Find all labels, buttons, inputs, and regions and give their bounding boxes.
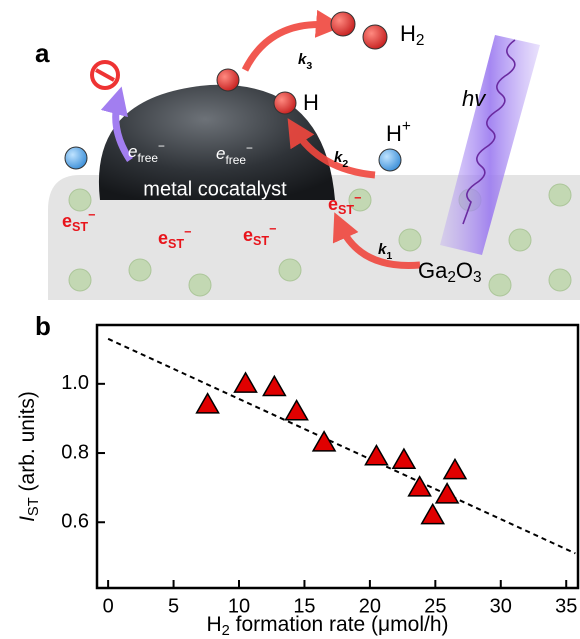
text: formation rate (μmol/h)	[230, 613, 449, 636]
x-tick-label: 5	[168, 595, 179, 617]
text: −	[246, 141, 253, 155]
h2-atom	[363, 25, 387, 49]
text: 1	[386, 250, 392, 262]
text: 2	[222, 623, 230, 639]
x-tick-label: 35	[555, 595, 577, 617]
text: 2	[342, 158, 348, 170]
text: −	[158, 139, 165, 153]
y-tick-label: 0.6	[61, 511, 89, 533]
data-point	[263, 376, 285, 395]
schematic: a metal cocatalyst H hv H2 H+ Ga2O3	[35, 12, 580, 300]
text: free	[225, 153, 246, 167]
panel-label: b	[35, 311, 51, 341]
text: H	[206, 613, 221, 636]
h2-atom	[331, 12, 355, 36]
text: ST	[26, 497, 42, 516]
text: 2	[447, 269, 456, 286]
h-atom	[274, 92, 296, 114]
x-tick-label: 0	[103, 595, 114, 617]
text: Ga	[418, 258, 448, 283]
text: 2	[416, 32, 425, 49]
text: −	[184, 225, 191, 239]
data-point	[286, 401, 308, 420]
data-point	[436, 484, 458, 503]
text: −	[354, 191, 361, 205]
text: e	[243, 225, 253, 245]
plot-frame	[97, 325, 578, 588]
text: 3	[306, 60, 312, 72]
data-point	[197, 394, 219, 413]
text: ST	[168, 237, 184, 251]
photon-label: hv	[462, 86, 487, 111]
x-tick-label: 30	[490, 595, 512, 617]
y-axis-label: IST (arb. units)	[16, 391, 42, 522]
text: e	[328, 194, 338, 214]
text: 3	[473, 269, 482, 286]
y-tick-label: 0.8	[61, 441, 89, 463]
data-point	[365, 446, 387, 465]
text: free	[137, 151, 158, 165]
data-point	[393, 449, 415, 468]
text: ST	[72, 220, 88, 234]
h2-label: H2	[400, 21, 424, 49]
data-point	[422, 504, 444, 523]
text: ST	[338, 203, 354, 217]
proton-ball	[65, 147, 87, 169]
h-label: H	[303, 90, 319, 115]
figure: a metal cocatalyst H hv H2 H+ Ga2O3 b051…	[0, 0, 580, 639]
text: −	[88, 208, 95, 222]
text: H	[386, 121, 402, 146]
text: e	[62, 211, 72, 231]
text: O	[456, 258, 473, 283]
text: H	[400, 21, 416, 46]
text: ST	[253, 234, 269, 248]
y-tick-label: 1.0	[61, 372, 89, 394]
composite-label: k3	[298, 51, 312, 72]
data-point	[444, 459, 466, 478]
x-axis-label: H2 formation rate (μmol/h)	[206, 613, 448, 639]
cocatalyst-label: metal cocatalyst	[143, 178, 287, 200]
no-sign	[92, 62, 118, 88]
data-point	[235, 373, 257, 392]
text: +	[402, 118, 411, 135]
fit-line	[108, 339, 575, 554]
hplus-label: H+	[386, 118, 411, 146]
text: (arb. units)	[16, 391, 39, 497]
text: e	[216, 144, 225, 163]
text: e	[128, 142, 137, 161]
h-atom	[217, 69, 239, 91]
proton-ball	[379, 149, 401, 171]
text: −	[269, 222, 276, 236]
text: e	[158, 228, 168, 248]
panel-label: a	[35, 38, 50, 68]
